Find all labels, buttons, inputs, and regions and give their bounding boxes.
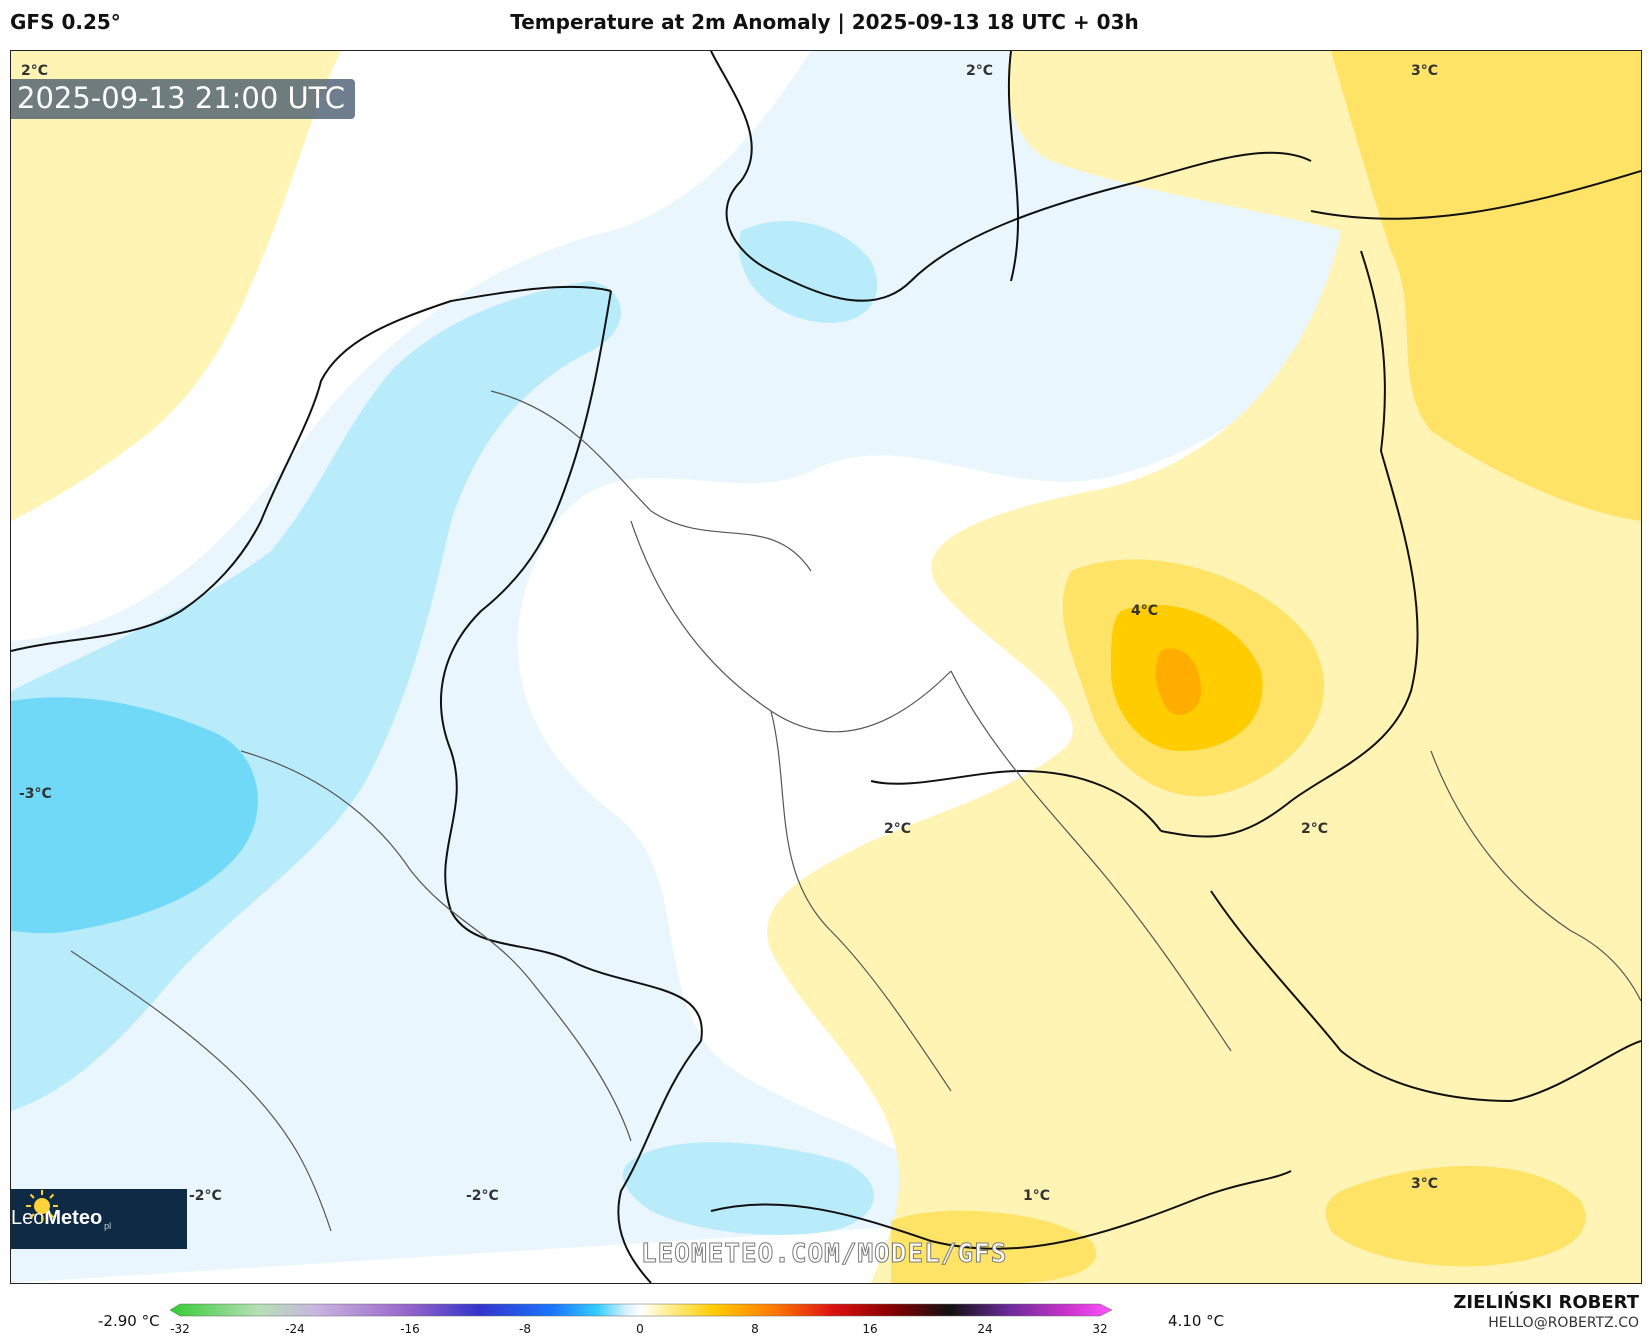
contour-label: 2°C [966, 63, 994, 79]
colorbar-tick-label: 8 [751, 1322, 759, 1336]
logo-wordmark: LeoMeteo pl [11, 1207, 112, 1231]
colorbar-max-label: 4.10 °C [1168, 1312, 1225, 1330]
colorbar-tick-label: -16 [400, 1322, 420, 1336]
internal-borders [70, 390, 1641, 1232]
anomaly-field [11, 51, 1641, 1283]
contour-label: 2°C [1301, 821, 1329, 837]
model-name: GFS 0.25° [10, 10, 121, 34]
colorbar-tick-label: -24 [285, 1322, 305, 1336]
contour-label: 2°C [21, 63, 49, 79]
warm-anomaly-mid-east [1331, 51, 1641, 521]
colorbar-tick-label: 24 [977, 1322, 993, 1336]
colorbar-tick-label: 32 [1092, 1322, 1108, 1336]
sun-icon [26, 1190, 58, 1222]
colorbar-gradient [170, 1303, 1113, 1317]
coastlines-and-borders [11, 51, 1641, 1283]
contour-label: -3°C [19, 786, 52, 802]
contour-label: 1°C [1023, 1188, 1051, 1204]
cold-anomaly-strong [11, 697, 258, 934]
author-name: ZIELIŃSKI ROBERT [1453, 1292, 1639, 1313]
contour-label: 3°C [1411, 1176, 1439, 1192]
author-email: HELLO@ROBERTZ.CO [1488, 1315, 1639, 1331]
anomaly-map: 2025-09-13 21:00 UTC 2°C 2°C 3°C 4°C 2°C… [10, 50, 1642, 1284]
contour-label: 4°C [1131, 603, 1159, 619]
colorbar-tick-label: -8 [519, 1322, 531, 1336]
map-title: Temperature at 2m Anomaly | 2025-09-13 1… [510, 10, 1139, 34]
contour-label: -2°C [189, 1188, 222, 1204]
contour-label: 2°C [884, 821, 912, 837]
warm-anomaly-northwest [11, 51, 341, 521]
colorbar-ticks: -32 -24 -16 -8 0 8 16 24 32 [170, 1322, 1110, 1338]
contour-label: 3°C [1411, 63, 1439, 79]
warm-anomaly-southeast [1325, 1166, 1586, 1267]
colorbar: -2.90 °C -32 -24 -16 -8 0 8 16 24 32 4.10 °C [0, 1300, 1649, 1338]
cold-anomaly-light [11, 51, 1352, 1283]
contour-label: -2°C [466, 1188, 499, 1204]
colorbar-tick-label: -32 [170, 1322, 190, 1336]
valid-time-badge: 2025-09-13 21:00 UTC [11, 79, 356, 119]
colorbar-tick-label: 0 [636, 1322, 644, 1336]
colorbar-tick-label: 16 [862, 1322, 878, 1336]
cold-anomaly-mid-north [739, 221, 878, 323]
colorbar-min-label: -2.90 °C [98, 1312, 160, 1330]
warm-anomaly-south [891, 1210, 1097, 1283]
site-watermark: LEOMETEO.COM/MODEL/GFS [640, 1239, 1008, 1270]
leometeo-logo: LeoMeteo pl [11, 1189, 187, 1249]
cold-anomaly-south [622, 1142, 874, 1235]
warm-anomaly-peak [1155, 648, 1201, 715]
